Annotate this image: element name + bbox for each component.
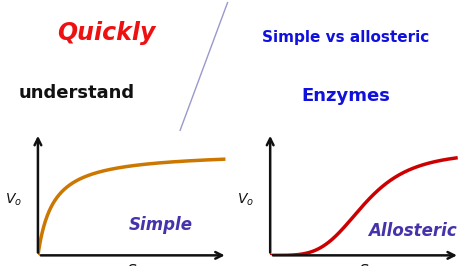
Text: Simple vs allosteric: Simple vs allosteric bbox=[263, 30, 429, 45]
Text: Enzymes: Enzymes bbox=[301, 87, 391, 105]
Text: S: S bbox=[360, 264, 370, 266]
Text: Quickly: Quickly bbox=[57, 21, 155, 45]
Text: S: S bbox=[128, 264, 137, 266]
Text: $V_o$: $V_o$ bbox=[5, 192, 22, 209]
Text: Simple: Simple bbox=[129, 216, 193, 234]
Text: $V_o$: $V_o$ bbox=[237, 192, 254, 209]
Text: Allosteric: Allosteric bbox=[368, 222, 457, 240]
Text: understand: understand bbox=[19, 84, 135, 102]
